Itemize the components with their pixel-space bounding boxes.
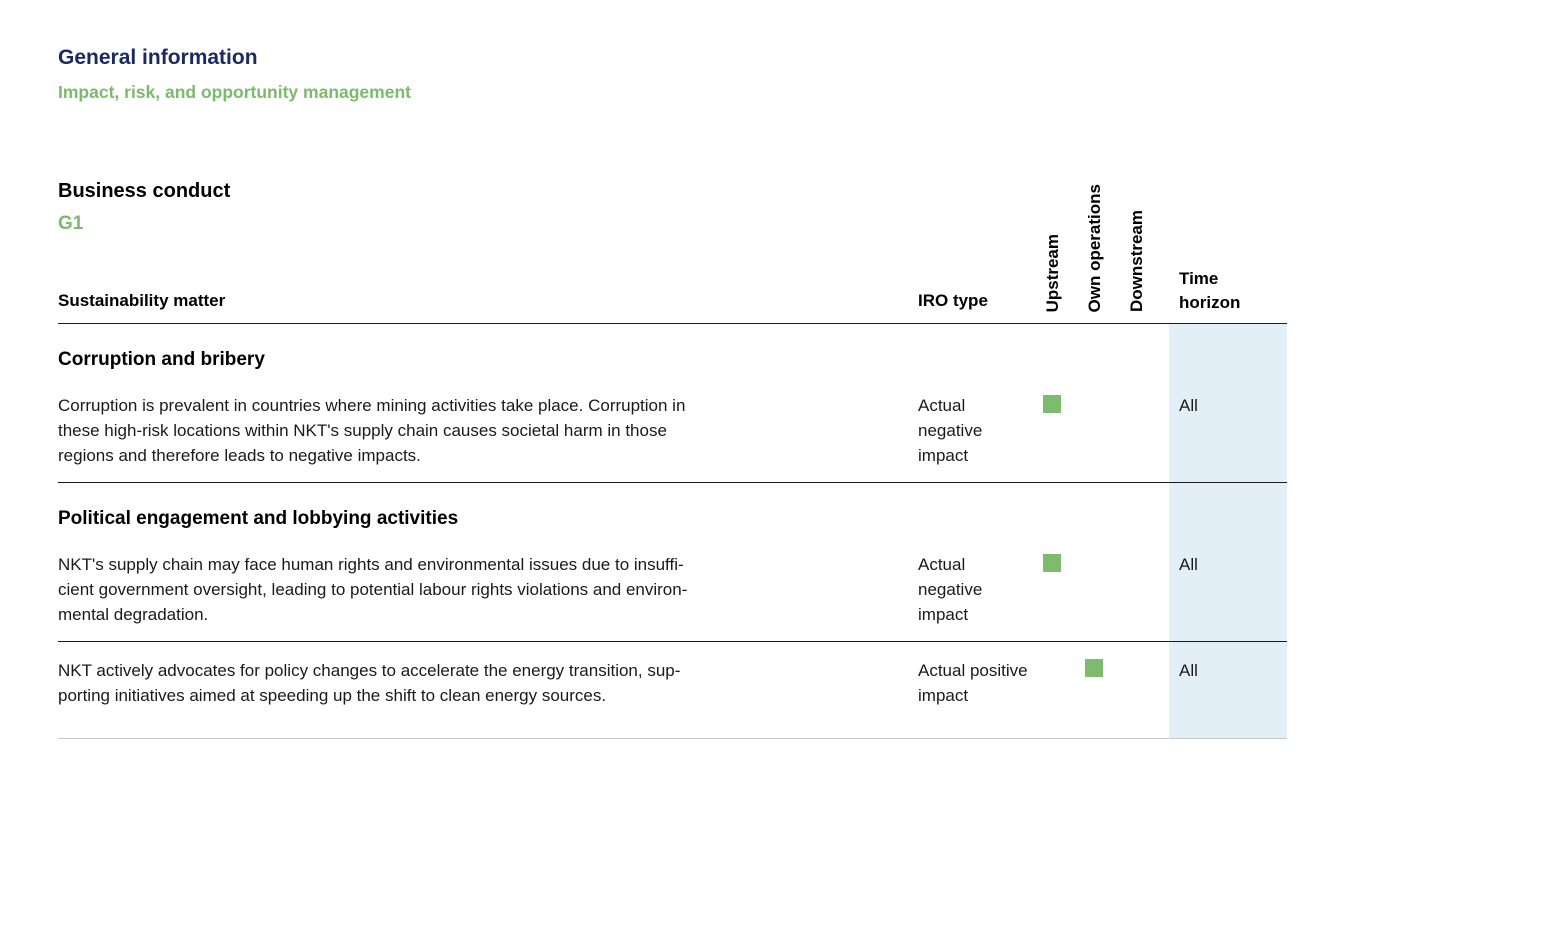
own-operations-cell — [1085, 642, 1127, 738]
row-description-line: NKT's supply chain may face human rights… — [58, 555, 684, 574]
iro-type-header-cell: IRO type — [918, 128, 1043, 323]
column-header-own-operations: Own operations — [1085, 183, 1104, 312]
column-header-time-horizon: Time horizon — [1179, 269, 1241, 312]
row-heading: Corruption and bribery — [58, 349, 265, 370]
time-horizon-cell: All — [1169, 483, 1287, 641]
upstream-header-cell: Upstream — [1043, 128, 1085, 323]
time-horizon-cell: All — [1169, 324, 1287, 482]
own-operations-cell — [1085, 483, 1127, 641]
page-subtitle: Impact, risk, and opportunity management — [58, 82, 411, 102]
sustainability-matter-cell: Political engagement and lobbying activi… — [58, 483, 918, 641]
row-description-line: these high-risk locations within NKT's s… — [58, 421, 667, 440]
iro-type-cell: Actual positive impact — [918, 661, 1028, 705]
column-header-downstream: Downstream — [1127, 209, 1146, 312]
time-horizon-cell: All — [1169, 642, 1287, 738]
iro-type-cell: Actual negative impact — [918, 396, 983, 465]
row-description-line: porting initiatives aimed at speeding up… — [58, 686, 607, 705]
sustainability-matter-cell: NKT actively advocates for policy change… — [58, 642, 918, 738]
upstream-cell — [1043, 483, 1085, 641]
impact-marker — [1085, 659, 1103, 677]
downstream-cell — [1127, 642, 1169, 738]
table-row: Political engagement and lobbying activi… — [58, 482, 1287, 641]
row-description-line: Corruption is prevalent in countries whe… — [58, 396, 686, 415]
impact-marker — [1043, 395, 1061, 413]
iro-table: Business conduct G1 Sustainability matte… — [58, 128, 1287, 739]
row-description-line: mental degradation. — [58, 605, 209, 624]
row-description-line: regions and therefore leads to negative … — [58, 446, 421, 465]
own-operations-cell — [1085, 324, 1127, 482]
downstream-header-cell: Downstream — [1127, 128, 1169, 323]
own-operations-header-cell: Own operations — [1085, 128, 1127, 323]
section-title: Business conduct — [58, 180, 231, 202]
table-row: Corruption and bribery Corruption is pre… — [58, 323, 1287, 482]
column-header-upstream: Upstream — [1043, 233, 1062, 312]
report-page: General information Impact, risk, and op… — [58, 46, 1287, 739]
upstream-cell — [1043, 642, 1085, 738]
downstream-cell — [1127, 483, 1169, 641]
row-description-line: NKT actively advocates for policy change… — [58, 661, 681, 680]
column-header-sustainability-matter: Sustainability matter — [58, 291, 226, 310]
row-description-line: cient government oversight, leading to p… — [58, 580, 688, 599]
downstream-cell — [1127, 324, 1169, 482]
impact-marker — [1043, 554, 1061, 572]
page-title: General information — [58, 46, 258, 69]
upstream-cell — [1043, 324, 1085, 482]
matter-header-cell: Business conduct G1 Sustainability matte… — [58, 128, 918, 323]
time-horizon-header-cell: Time horizon — [1169, 128, 1287, 323]
row-heading: Political engagement and lobbying activi… — [58, 508, 459, 529]
table-row: NKT actively advocates for policy change… — [58, 641, 1287, 739]
table-header-row: Business conduct G1 Sustainability matte… — [58, 128, 1287, 323]
sustainability-matter-cell: Corruption and bribery Corruption is pre… — [58, 324, 918, 482]
iro-type-cell: Actual negative impact — [918, 555, 983, 624]
column-header-iro-type: IRO type — [918, 291, 988, 310]
section-code: G1 — [58, 213, 84, 234]
